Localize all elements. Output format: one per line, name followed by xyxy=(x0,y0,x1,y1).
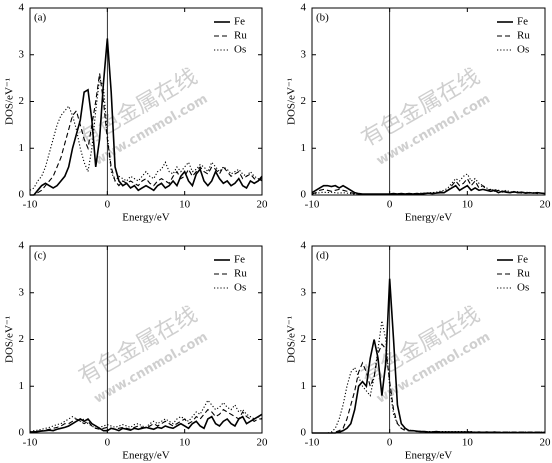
x-tick-label: 10 xyxy=(462,199,474,211)
y-tick-label: 4 xyxy=(19,240,25,252)
y-tick-label: 4 xyxy=(19,2,25,14)
y-tick-label: 0 xyxy=(301,427,307,439)
dos-line xyxy=(30,38,263,196)
dos-line xyxy=(29,399,263,433)
y-tick-label: 3 xyxy=(301,286,307,298)
x-tick-label: 0 xyxy=(105,437,111,449)
y-tick-label: 1 xyxy=(19,380,25,392)
x-tick-label: 20 xyxy=(540,199,552,211)
x-tick-label: 0 xyxy=(387,437,393,449)
y-tick-label: 3 xyxy=(19,286,25,298)
panel-label: (a) xyxy=(34,12,47,24)
legend-label: Fe xyxy=(517,16,528,28)
plot-frame xyxy=(29,245,263,434)
panel-label: (b) xyxy=(316,12,329,24)
y-tick-label: 4 xyxy=(301,2,307,14)
legend-label: Fe xyxy=(234,254,245,266)
legend-label: Fe xyxy=(517,254,528,266)
legend-label: Os xyxy=(234,282,246,294)
y-tick-label: 0 xyxy=(19,427,25,439)
panel-label: (d) xyxy=(316,250,329,262)
x-tick-label: 0 xyxy=(105,199,111,211)
dos-line xyxy=(312,343,545,434)
legend-label: Ru xyxy=(234,268,247,280)
legend-label: Os xyxy=(517,44,529,56)
y-axis-label: DOS/eV⁻¹ xyxy=(286,78,298,125)
dos-line xyxy=(312,320,545,434)
y-tick-label: 2 xyxy=(301,333,307,345)
x-tick-label: -10 xyxy=(305,199,320,211)
dos-line xyxy=(29,408,262,433)
y-tick-label: 0 xyxy=(301,189,307,201)
y-axis-label: DOS/eV⁻¹ xyxy=(286,316,298,363)
legend-label: Ru xyxy=(517,30,530,42)
y-tick-label: 1 xyxy=(301,380,307,392)
plot-frame xyxy=(311,7,546,196)
y-tick-label: 1 xyxy=(19,142,25,154)
legend-label: Ru xyxy=(234,30,247,42)
y-tick-label: 2 xyxy=(19,333,25,345)
x-tick-label: 10 xyxy=(179,199,191,211)
dos-line xyxy=(29,75,263,191)
y-tick-label: 4 xyxy=(301,240,307,252)
legend-label: Os xyxy=(517,282,529,294)
legend-label: Ru xyxy=(517,268,530,280)
legend-label: Fe xyxy=(234,16,245,28)
dos-line xyxy=(30,73,263,196)
x-tick-label: 10 xyxy=(462,437,474,449)
y-tick-label: 2 xyxy=(19,95,25,107)
x-tick-label: 20 xyxy=(257,437,269,449)
x-axis-label: Energy/eV xyxy=(122,212,170,224)
y-tick-label: 2 xyxy=(301,95,307,107)
y-axis-label: DOS/eV⁻¹ xyxy=(4,316,16,363)
panel-label: (c) xyxy=(34,250,47,262)
x-tick-label: -10 xyxy=(305,437,320,449)
plot-frame xyxy=(29,7,263,196)
y-tick-label: 1 xyxy=(301,142,307,154)
dos-line xyxy=(311,184,546,195)
y-axis-label: DOS/eV⁻¹ xyxy=(4,78,16,125)
dos-line xyxy=(311,173,546,195)
dos-line xyxy=(311,177,546,195)
x-tick-label: 0 xyxy=(387,199,393,211)
plot-frame xyxy=(311,245,546,434)
x-axis-label: Energy/eV xyxy=(122,450,170,462)
y-tick-label: 0 xyxy=(19,189,25,201)
x-tick-label: 20 xyxy=(540,437,552,449)
x-tick-label: 20 xyxy=(257,199,269,211)
x-axis-label: Energy/eV xyxy=(405,450,453,462)
y-tick-label: 3 xyxy=(19,48,25,60)
x-tick-label: -10 xyxy=(23,437,38,449)
legend-label: Os xyxy=(234,44,246,56)
x-tick-label: 10 xyxy=(179,437,191,449)
y-tick-label: 3 xyxy=(301,48,307,60)
x-tick-label: -10 xyxy=(23,199,38,211)
x-axis-label: Energy/eV xyxy=(405,212,453,224)
